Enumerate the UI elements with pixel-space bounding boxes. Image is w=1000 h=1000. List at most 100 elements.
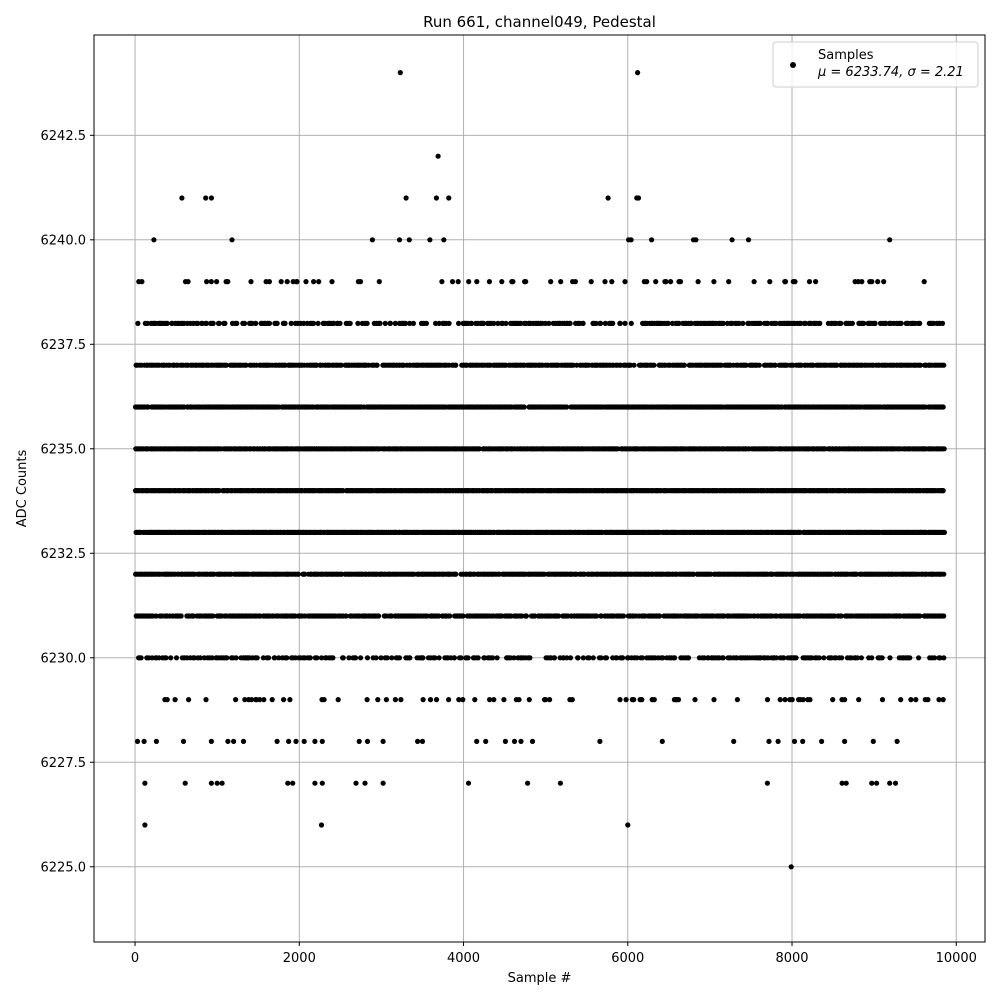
data-point — [427, 237, 433, 243]
data-point — [898, 320, 904, 326]
data-point — [396, 237, 403, 243]
data-point — [887, 780, 893, 786]
data-point — [295, 571, 301, 577]
data-point — [210, 320, 216, 326]
data-point — [842, 697, 848, 703]
data-point — [931, 655, 938, 661]
data-point — [729, 237, 735, 243]
data-point — [620, 613, 627, 619]
data-point — [224, 655, 230, 661]
data-point — [523, 279, 529, 285]
data-point — [598, 655, 604, 661]
data-point — [315, 320, 321, 326]
data-point — [142, 780, 148, 786]
data-point — [660, 655, 666, 661]
data-point — [281, 697, 287, 703]
data-point — [355, 320, 361, 326]
data-point — [284, 279, 290, 285]
data-point — [223, 362, 229, 368]
data-point — [319, 780, 325, 786]
data-point — [303, 279, 309, 285]
data-point — [546, 320, 552, 326]
data-point — [511, 655, 517, 661]
x-tick-label: 6000 — [611, 951, 644, 966]
data-point — [635, 70, 641, 76]
data-point — [939, 320, 946, 326]
legend-marker — [790, 62, 796, 68]
data-point — [474, 738, 480, 745]
data-point — [307, 655, 313, 661]
data-point — [375, 697, 381, 703]
data-point — [676, 320, 682, 326]
data-point — [195, 320, 201, 326]
data-point — [446, 697, 452, 703]
data-point — [364, 697, 370, 703]
data-point — [941, 613, 947, 619]
data-point — [330, 655, 336, 661]
data-point — [720, 320, 726, 326]
points-layer — [132, 70, 948, 870]
data-point — [781, 655, 787, 661]
data-point — [879, 655, 885, 661]
data-point — [402, 320, 409, 326]
data-point — [908, 697, 914, 703]
data-point — [751, 279, 757, 285]
data-point — [483, 738, 489, 745]
data-point — [688, 320, 694, 326]
data-point — [233, 655, 239, 661]
data-point — [651, 362, 657, 368]
data-point — [792, 279, 798, 285]
data-point — [875, 279, 881, 285]
data-point — [377, 320, 383, 326]
data-point — [403, 195, 409, 201]
y-tick-label: 6242.5 — [41, 129, 87, 144]
data-point — [135, 320, 141, 326]
data-point — [940, 488, 946, 494]
data-point — [839, 780, 845, 786]
data-point — [913, 697, 919, 703]
data-point — [384, 655, 390, 661]
data-point — [887, 655, 893, 661]
data-point — [782, 697, 788, 703]
data-point — [925, 697, 931, 703]
data-point — [516, 697, 522, 703]
data-point — [423, 320, 429, 326]
data-point — [465, 780, 472, 786]
data-point — [681, 362, 688, 368]
data-point — [203, 320, 209, 326]
data-point — [243, 362, 249, 368]
data-point — [907, 655, 913, 661]
data-point — [276, 655, 282, 661]
data-point — [874, 780, 880, 786]
data-point — [490, 655, 496, 661]
data-point — [872, 320, 878, 326]
data-point — [472, 697, 478, 703]
data-point — [208, 195, 214, 201]
data-point — [917, 613, 923, 619]
data-point — [153, 738, 159, 745]
data-point — [353, 655, 359, 661]
data-point — [657, 613, 663, 619]
data-point — [347, 320, 353, 326]
data-point — [204, 279, 210, 285]
data-point — [564, 404, 570, 410]
data-point — [767, 279, 773, 285]
data-point — [318, 822, 325, 828]
data-point — [358, 655, 364, 661]
data-point — [529, 738, 536, 745]
data-point — [441, 237, 447, 243]
data-point — [518, 320, 524, 326]
data-point — [156, 655, 162, 661]
data-point — [382, 320, 388, 326]
data-point — [389, 655, 395, 661]
data-point — [523, 613, 530, 619]
data-point — [941, 362, 947, 368]
data-point — [312, 780, 318, 786]
data-point — [364, 655, 371, 661]
data-point — [503, 320, 509, 326]
data-point — [918, 362, 924, 368]
data-point — [519, 613, 525, 619]
data-point — [892, 780, 899, 786]
data-point — [672, 655, 678, 661]
data-point — [261, 697, 267, 703]
